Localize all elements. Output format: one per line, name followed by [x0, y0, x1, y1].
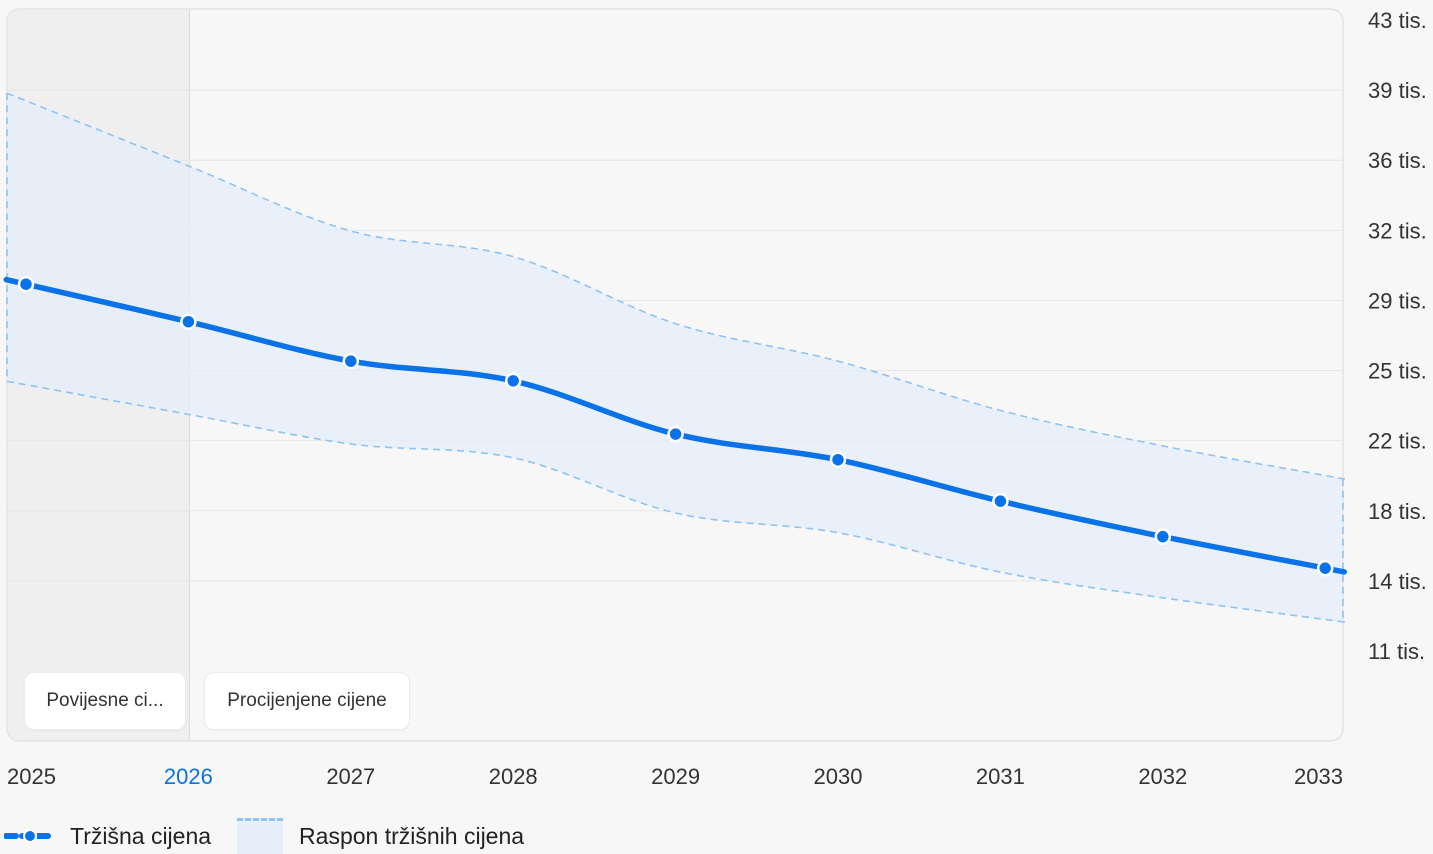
x-tick-label: 2029 — [651, 764, 700, 789]
range-fill — [7, 93, 1345, 623]
y-tick-label: 29 tis. — [1368, 288, 1427, 313]
x-tick-label: 2025 — [7, 764, 56, 789]
data-point — [342, 352, 360, 370]
legend-label-market-price: Tržišna cijena — [70, 822, 212, 849]
y-tick-label: 22 tis. — [1368, 429, 1427, 454]
data-point — [504, 372, 522, 390]
legend-line-swatch — [4, 829, 56, 843]
data-point — [829, 451, 847, 468]
x-tick-label: 2026 — [164, 764, 213, 789]
y-tick-label: 32 tis. — [1368, 218, 1427, 243]
y-tick-label: 25 tis. — [1368, 359, 1427, 384]
x-tick-label: 2028 — [489, 764, 538, 789]
data-point — [180, 313, 197, 330]
y-axis-ticks: 43 tis. 39 tis. 36 tis. 32 tis. 29 tis. 25 ti… — [1368, 8, 1427, 664]
x-tick-label: 2033 — [1294, 764, 1343, 789]
x-tick-label: 2031 — [976, 764, 1025, 789]
data-point — [667, 425, 684, 443]
y-tick-label: 14 tis. — [1368, 569, 1427, 594]
data-point — [1154, 528, 1172, 545]
x-tick-label: 2030 — [814, 764, 863, 789]
historic-prices-badge[interactable]: Povijesne ci... — [24, 672, 186, 730]
range-lower-edge — [6, 380, 1346, 623]
x-tick-label: 2027 — [326, 764, 375, 789]
legend-item-price-range[interactable]: Raspon tržišnih cijena — [211, 818, 524, 854]
data-point — [17, 275, 35, 293]
x-tick-label: 2032 — [1138, 764, 1187, 789]
estimated-prices-badge[interactable]: Procijenjene cijene — [204, 672, 410, 730]
y-tick-label: 43 tis. — [1368, 8, 1427, 33]
y-tick-label: 18 tis. — [1368, 499, 1427, 524]
range-upper-edge — [6, 92, 1346, 480]
chart-legend: Tržišna cijena Raspon tržišnih cijena — [4, 818, 524, 854]
market-price-points — [17, 275, 1334, 577]
data-point — [1316, 559, 1334, 577]
price-range-band — [6, 92, 1346, 623]
y-tick-label: 36 tis. — [1368, 148, 1427, 173]
legend-label-price-range: Raspon tržišnih cijena — [299, 822, 525, 849]
legend-range-swatch — [237, 818, 284, 854]
legend-item-market-price[interactable]: Tržišna cijena — [4, 823, 211, 850]
y-tick-label: 11 tis. — [1368, 639, 1425, 664]
data-point — [992, 492, 1009, 510]
x-axis-ticks: 2025 2026 2027 2028 2029 2030 2031 2032 2033 — [7, 764, 1343, 789]
y-tick-label: 39 tis. — [1368, 78, 1427, 103]
